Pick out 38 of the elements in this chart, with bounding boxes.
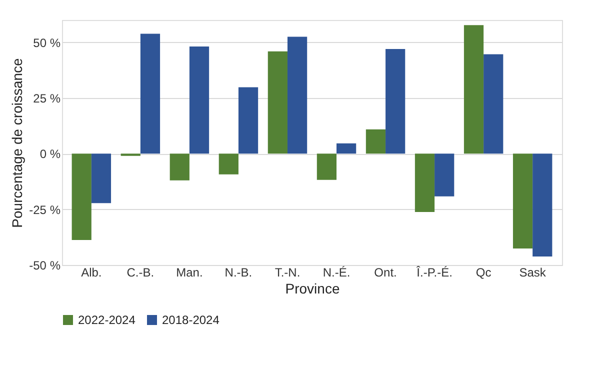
bar (287, 36, 308, 154)
bar (434, 154, 454, 196)
bar (336, 143, 356, 154)
y-tick-label: 25 % (33, 91, 61, 106)
bar (464, 25, 484, 154)
bar (72, 154, 92, 240)
x-axis-title: Province (285, 280, 340, 296)
x-tick-label: Alb. (81, 266, 102, 280)
y-axis-title: Pourcentage de croissance (9, 58, 26, 228)
bar (366, 129, 386, 154)
bar (238, 87, 258, 154)
x-tick-label: Î.-P.-É. (416, 266, 452, 280)
bar (414, 154, 435, 212)
bar (268, 51, 288, 154)
bar (484, 54, 504, 154)
bar (512, 154, 533, 249)
x-tick-label: N.-É. (322, 266, 350, 280)
bar (91, 154, 112, 204)
legend-label: 2022-2024 (78, 313, 136, 327)
y-tick-label: -25 % (29, 202, 61, 217)
bar (140, 34, 160, 154)
x-tick-label: Man. (176, 266, 203, 280)
bar (386, 48, 406, 154)
x-tick-label: T.-N. (274, 266, 300, 280)
x-tick-label: Sask (519, 266, 547, 280)
y-tick-label: 0 % (40, 147, 61, 162)
bar (170, 154, 190, 180)
y-tick-label: -50 % (29, 258, 61, 272)
x-tick-label: Qc (476, 266, 492, 280)
y-tick-label: 50 % (33, 36, 61, 50)
bar (189, 46, 210, 154)
x-tick-label: N.-B. (224, 266, 252, 280)
x-tick-label: Ont. (374, 266, 397, 280)
x-tick-label: C.-B. (126, 266, 154, 280)
legend-label: 2018-2024 (162, 313, 220, 327)
bar (532, 154, 552, 257)
bar (316, 154, 337, 180)
bar (218, 154, 238, 174)
